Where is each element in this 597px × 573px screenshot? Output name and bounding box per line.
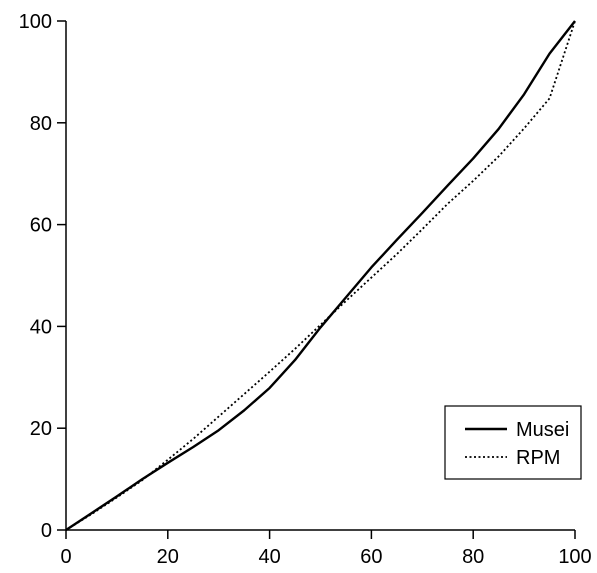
series-layer xyxy=(65,20,576,532)
series-line-musei xyxy=(65,20,576,532)
y-tick-label: 100 xyxy=(19,11,52,33)
legend-label-rpm: RPM xyxy=(516,447,560,469)
x-tick-label: 0 xyxy=(60,546,71,568)
x-tick-label: 100 xyxy=(558,546,591,568)
y-tick-label: 40 xyxy=(30,316,52,338)
legend-box xyxy=(444,405,582,480)
ticks-layer: 0 20 40 60 80 100 0 20 40 60 80 100 xyxy=(19,11,592,568)
x-tick-label: 40 xyxy=(258,546,280,568)
axes-layer xyxy=(65,21,575,531)
legend: Musei RPM xyxy=(444,405,582,480)
x-tick-label: 80 xyxy=(462,546,484,568)
legend-label-musei: Musei xyxy=(516,419,569,441)
y-tick-label: 80 xyxy=(30,113,52,135)
x-tick-label: 60 xyxy=(360,546,382,568)
x-tick-label: 20 xyxy=(157,546,179,568)
y-tick-label: 0 xyxy=(41,520,52,542)
y-tick-label: 20 xyxy=(30,418,52,440)
y-tick-label: 60 xyxy=(30,215,52,237)
